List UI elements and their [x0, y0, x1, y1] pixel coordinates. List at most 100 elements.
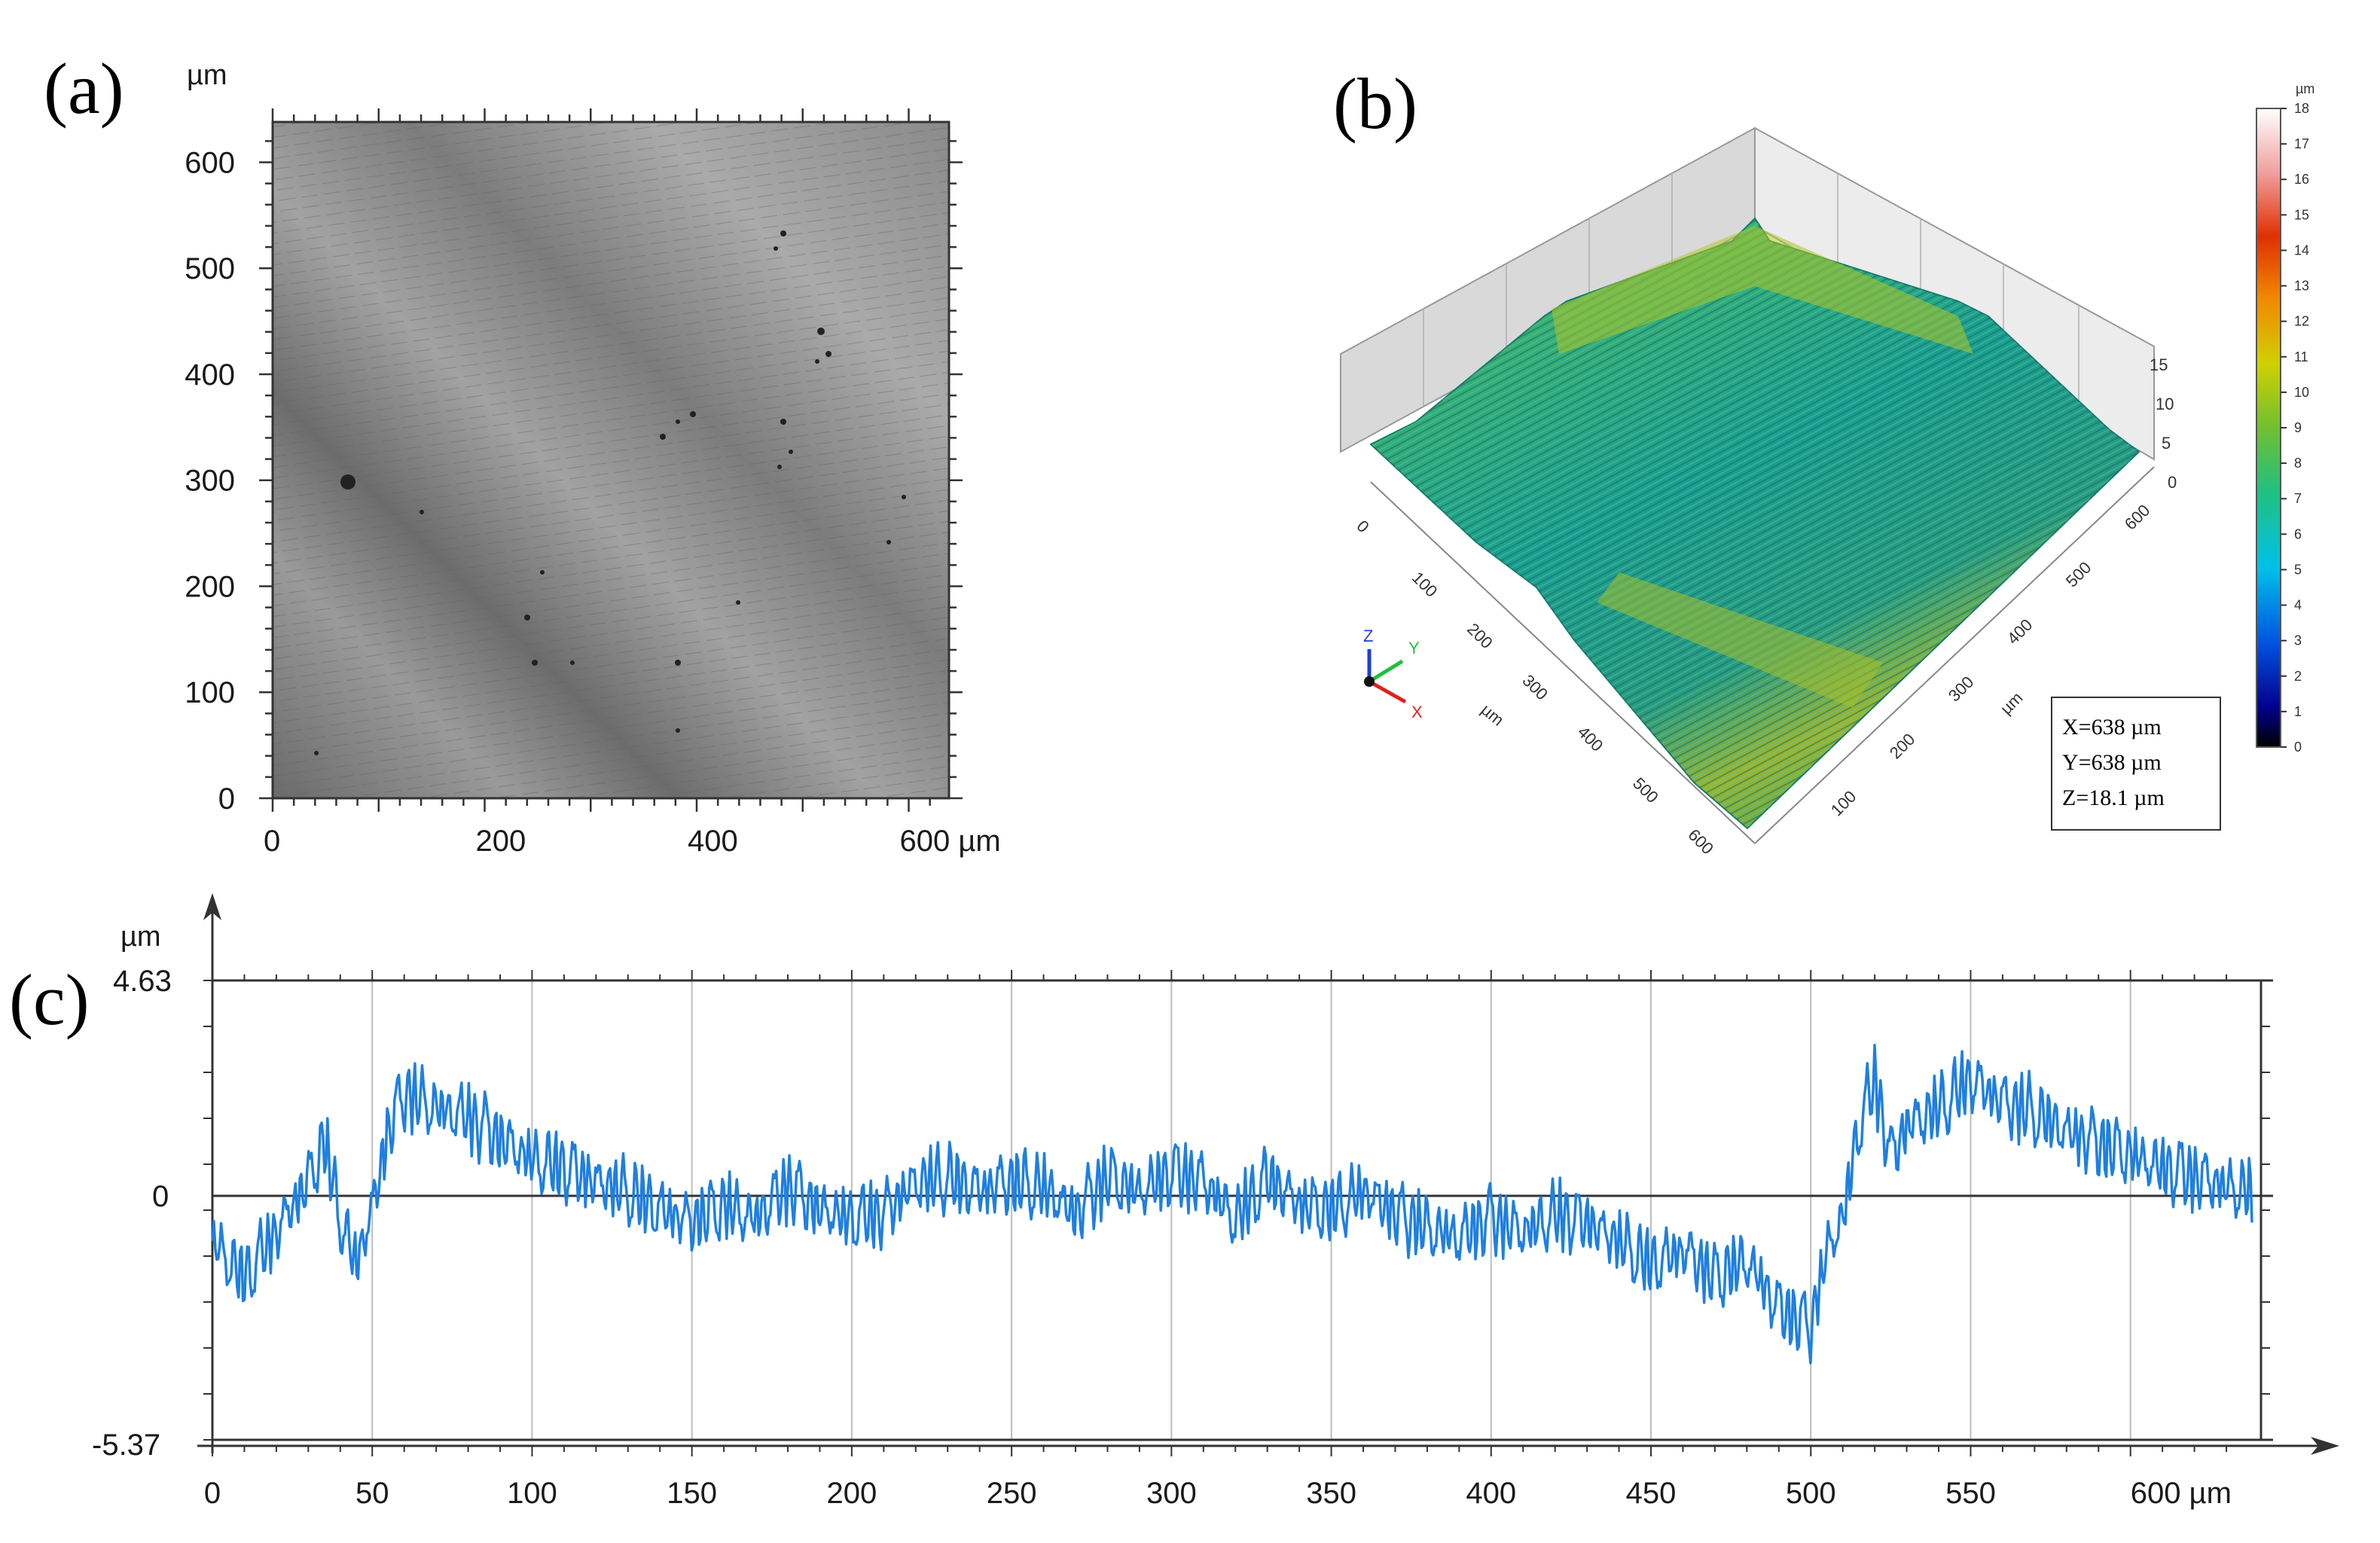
cb-tick-label: 17	[2294, 136, 2309, 151]
cb-tick-label: 7	[2294, 491, 2302, 506]
info-x: X=638 µm	[2062, 715, 2162, 739]
cb-tick-label: 16	[2294, 172, 2309, 187]
b-right-tick-label: 600	[2121, 501, 2154, 534]
ridge-highlight-back	[1552, 226, 1973, 354]
info-y: Y=638 µm	[2062, 750, 2162, 775]
panel-a-label: (a)	[44, 48, 124, 129]
panel-b-label: (b)	[1333, 63, 1417, 144]
y-label-bottom: -5.37	[92, 1429, 160, 1462]
surface-pits	[314, 230, 906, 755]
floor-edge-left	[1370, 481, 1756, 844]
b-z-tick-label: 10	[2156, 395, 2174, 413]
b-right-tick-label: 400	[2003, 615, 2037, 648]
right-axis-unit: µm	[1997, 688, 2027, 718]
ridge-highlight-front	[1597, 572, 1883, 708]
profile-minor-ticks	[203, 970, 2270, 1456]
a-x-tick-label: 400	[688, 825, 738, 858]
c-x-tick-label: 300	[1146, 1477, 1197, 1510]
c-x-tick-label: 0	[204, 1477, 221, 1510]
panel-a-frame	[271, 120, 950, 800]
panel-c-y-unit: µm	[121, 921, 161, 953]
cb-tick-label: 12	[2294, 314, 2309, 329]
gizmo-y-label: Y	[1408, 639, 1420, 657]
gizmo-x-label: X	[1411, 703, 1423, 721]
info-z: Z=18.1 µm	[2062, 785, 2165, 810]
floor-edge-right	[1754, 466, 2155, 844]
b-right-tick-label: 100	[1827, 787, 1860, 820]
b-left-tick-label: 500	[1629, 774, 1662, 807]
cb-tick-label: 1	[2294, 704, 2302, 719]
c-x-tick-label: 400	[1466, 1477, 1516, 1510]
cb-tick-label: 11	[2294, 349, 2308, 364]
panel-a-ticks	[259, 108, 963, 812]
cb-tick-label: 15	[2294, 207, 2309, 222]
topography-texture	[1371, 218, 2139, 828]
panel-c: (c) µm 4.63 0 -5.37 0 50 100 150 200 250 300 35…	[9, 893, 2339, 1510]
panel-a-unit: µm	[187, 59, 227, 91]
c-x-tick-label: 200	[827, 1477, 877, 1510]
left-axis-unit: µm	[1478, 700, 1508, 730]
dimension-info-box: X=638 µm Y=638 µm Z=18.1 µm	[2051, 697, 2221, 831]
gizmo-z-label: Z	[1363, 627, 1373, 645]
colorbar	[2256, 108, 2281, 748]
c-x-tick-label: 450	[1626, 1477, 1677, 1510]
panel-a-y-tick-labels: 0 100 200 300 400 500 600	[185, 146, 235, 816]
colorbar-unit: µm	[2296, 81, 2314, 96]
b-right-tick-label: 300	[1945, 672, 1978, 706]
b-z-tick-label: 5	[2162, 434, 2171, 453]
cb-tick-label: 10	[2294, 385, 2309, 400]
a-y-tick-label: 300	[185, 465, 235, 498]
profile-line	[211, 1044, 2253, 1365]
cb-tick-label: 5	[2294, 562, 2302, 577]
c-x-tick-label: 550	[1945, 1477, 1996, 1510]
a-y-tick-label: 600	[185, 146, 235, 179]
a-y-tick-label: 400	[185, 358, 235, 392]
b-z-tick-label: 15	[2150, 355, 2168, 374]
optical-image-texture	[273, 122, 949, 798]
c-x-tick-label: 250	[987, 1477, 1037, 1510]
axis-gizmo: Z Y X	[1363, 627, 1423, 721]
b-right-tick-label: 500	[2062, 558, 2095, 591]
c-x-tick-label: 50	[355, 1477, 389, 1510]
panel-a-x-tick-labels: 0 200 400 600 µm	[264, 825, 1001, 858]
a-y-tick-label: 0	[218, 782, 235, 816]
a-x-tick-label: 0	[264, 825, 280, 858]
z-axis-tick-labels: 0 5 10 15	[2150, 355, 2177, 492]
cb-tick-label: 9	[2294, 420, 2302, 435]
cb-tick-label: 3	[2294, 633, 2302, 648]
a-x-tick-label: 200	[476, 825, 526, 858]
c-x-tick-label: 500	[1786, 1477, 1836, 1510]
b-left-tick-label: 100	[1408, 568, 1442, 601]
cb-tick-label: 6	[2294, 526, 2302, 541]
back-wall-right	[1754, 127, 2155, 461]
y-axis-arrow	[203, 893, 221, 920]
c-x-tick-label: 600 µm	[2131, 1477, 2232, 1510]
a-y-tick-label: 500	[185, 252, 235, 285]
b-left-tick-label: 300	[1518, 671, 1552, 704]
cb-tick-label: 14	[2294, 242, 2309, 258]
a-y-tick-label: 200	[185, 570, 235, 603]
profile-x-tick-labels: 0 50 100 150 200 250 300 350 400 450 500 550 600 µm	[204, 1477, 2232, 1510]
b-left-tick-label: 0	[1353, 517, 1372, 536]
x-axis-arrow	[2311, 1437, 2339, 1455]
b-right-tick-label: 200	[1886, 730, 1919, 763]
profile-gridlines	[371, 980, 2131, 1440]
a-y-tick-label: 100	[185, 676, 235, 709]
b-left-tick-label: 600	[1684, 825, 1717, 858]
c-x-tick-label: 350	[1306, 1477, 1356, 1510]
cb-tick-label: 4	[2294, 598, 2302, 613]
cb-tick-label: 8	[2294, 456, 2302, 471]
cb-tick-label: 0	[2294, 739, 2302, 755]
panel-a: (a) µm 0 200 400 600 µm 0 100 200 300 400 500 600	[44, 48, 1001, 858]
a-x-tick-label: 600 µm	[900, 825, 1001, 858]
c-x-tick-label: 150	[667, 1477, 717, 1510]
cb-tick-label: 18	[2294, 101, 2309, 116]
y-label-zero: 0	[152, 1180, 169, 1213]
panel-c-label: (c)	[9, 959, 90, 1040]
b-z-tick-label: 0	[2168, 473, 2177, 492]
cb-tick-label: 2	[2294, 669, 2302, 684]
c-x-tick-label: 100	[507, 1477, 557, 1510]
b-left-tick-label: 400	[1574, 722, 1607, 755]
